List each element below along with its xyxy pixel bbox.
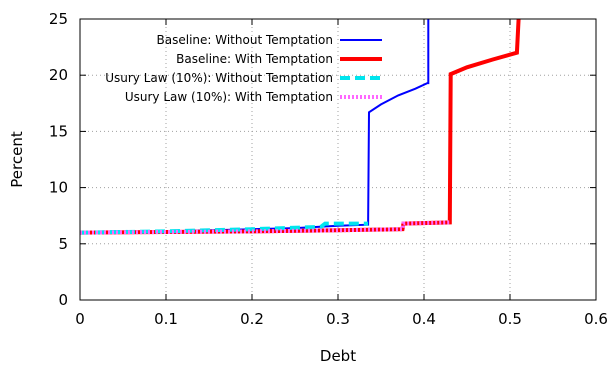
x-tick-label: 0.2 xyxy=(240,310,264,328)
x-tick-label: 0.6 xyxy=(584,310,608,328)
legend-label: Usury Law (10%): Without Temptation xyxy=(105,71,333,85)
y-tick-label: 20 xyxy=(49,66,68,84)
x-tick-label: 0.5 xyxy=(498,310,522,328)
series-lines xyxy=(80,19,521,235)
grid xyxy=(80,19,596,300)
y-tick-label: 10 xyxy=(49,179,68,197)
legend: Baseline: Without Temptation Baseline: Wi… xyxy=(105,33,382,104)
y-tick-label: 25 xyxy=(49,10,68,28)
y-axis-label: Percent xyxy=(8,131,26,188)
axis-ticks: 0 0.1 0.2 0.3 0.4 0.5 0.6 0 5 10 15 20 25 xyxy=(49,10,608,328)
legend-label: Baseline: With Temptation xyxy=(176,52,333,66)
x-axis-label: Debt xyxy=(320,347,356,365)
x-tick-label: 0 xyxy=(75,310,85,328)
x-tick-label: 0.3 xyxy=(326,310,350,328)
y-tick-label: 15 xyxy=(49,122,68,140)
legend-label: Baseline: Without Temptation xyxy=(157,33,333,47)
legend-label: Usury Law (10%): With Temptation xyxy=(125,90,333,104)
x-tick-label: 0.1 xyxy=(154,310,178,328)
y-tick-label: 5 xyxy=(58,235,68,253)
series-line xyxy=(80,220,450,235)
y-tick-label: 0 xyxy=(58,291,68,309)
x-tick-label: 0.4 xyxy=(412,310,436,328)
